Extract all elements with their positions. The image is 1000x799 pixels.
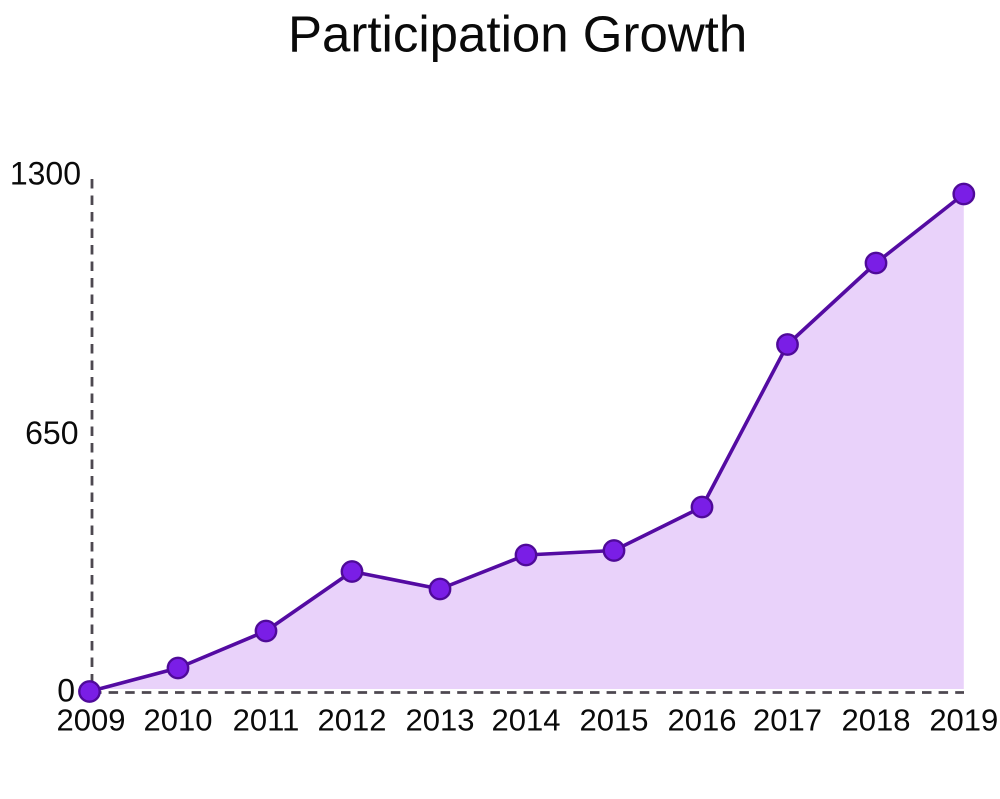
svg-text:2019: 2019 [929, 703, 998, 738]
svg-text:Participation Growth: Participation Growth [288, 6, 747, 63]
svg-text:2018: 2018 [842, 703, 911, 738]
svg-text:2017: 2017 [753, 703, 822, 738]
svg-text:1300: 1300 [10, 156, 81, 192]
svg-text:2011: 2011 [233, 703, 300, 738]
svg-text:2013: 2013 [406, 703, 475, 738]
svg-text:2015: 2015 [580, 703, 649, 738]
svg-text:2009: 2009 [57, 703, 126, 738]
svg-text:2010: 2010 [144, 703, 213, 738]
svg-text:2012: 2012 [318, 703, 387, 738]
svg-text:2014: 2014 [492, 703, 561, 738]
svg-text:2016: 2016 [668, 703, 737, 738]
svg-text:0: 0 [57, 673, 75, 709]
svg-text:650: 650 [25, 415, 78, 451]
